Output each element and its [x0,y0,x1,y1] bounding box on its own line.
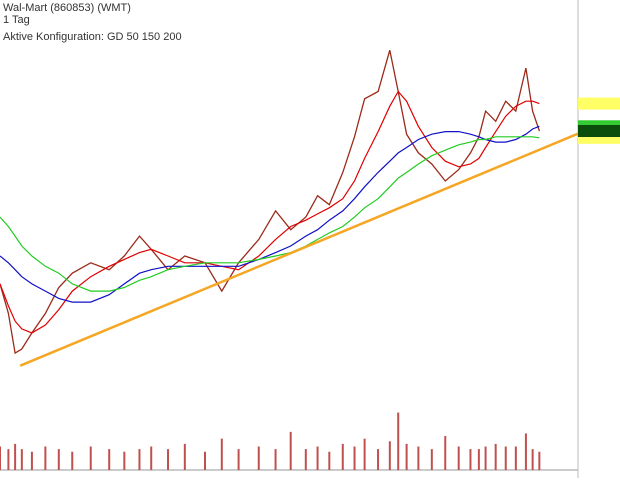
volume-bar [44,446,47,470]
label-layer [578,97,620,144]
volume-bar [341,443,344,470]
moving-average-line [0,136,540,292]
volume-bar [220,438,223,470]
volume-bar [89,446,92,470]
volume-bar [494,443,497,470]
volume-bar [531,449,534,470]
chart-subtitle: 1 Tag [3,14,30,26]
volume-bar [57,449,60,470]
moving-average-line [0,90,540,334]
volume-bar [123,451,126,470]
volume-bar [417,446,420,470]
volume-bar [203,451,206,470]
volume-bar [316,446,319,470]
grid-layer [0,0,579,478]
volume-bar [363,438,366,470]
volume-bar [430,449,433,470]
volume-bar [484,446,487,470]
volume-bar [108,449,111,470]
volume-bar [444,436,447,470]
volume-bar [167,449,170,470]
chart-title: Wal-Mart (860853) (WMT) [3,2,131,14]
volume-bar [71,451,74,470]
volume-bar [274,449,277,470]
volume-bar [514,446,517,470]
volume-bar [457,446,460,470]
volume-bar [353,446,356,470]
config-text: Aktive Konfiguration: GD 50 150 200 [3,31,182,43]
volume-bar [504,446,507,470]
volume-bar [388,441,391,470]
volume-bar [237,449,240,470]
volume-bar [14,443,17,470]
volume-bar [405,443,408,470]
volume-bar [138,449,141,470]
volume-bar [30,451,33,470]
volume-bar [477,449,480,470]
volume-bar [150,446,153,470]
volume-bar [304,449,307,470]
trendline [19,132,579,367]
volume-bar [0,446,1,470]
volume-bar [469,449,472,470]
volume-bar [377,449,380,470]
price-label-box [578,125,620,138]
volume-bar [7,449,10,470]
volume-bar [289,431,292,470]
volume-bar [538,451,541,470]
volume-bar [524,433,527,470]
volume-bar [20,449,23,470]
volume-bar [183,443,186,470]
volume-bar [328,451,331,470]
volume-bar [397,412,400,470]
volume-bar [257,446,260,470]
price-label-box [578,97,620,110]
plot-layer [0,50,579,470]
moving-average-line [0,125,540,303]
